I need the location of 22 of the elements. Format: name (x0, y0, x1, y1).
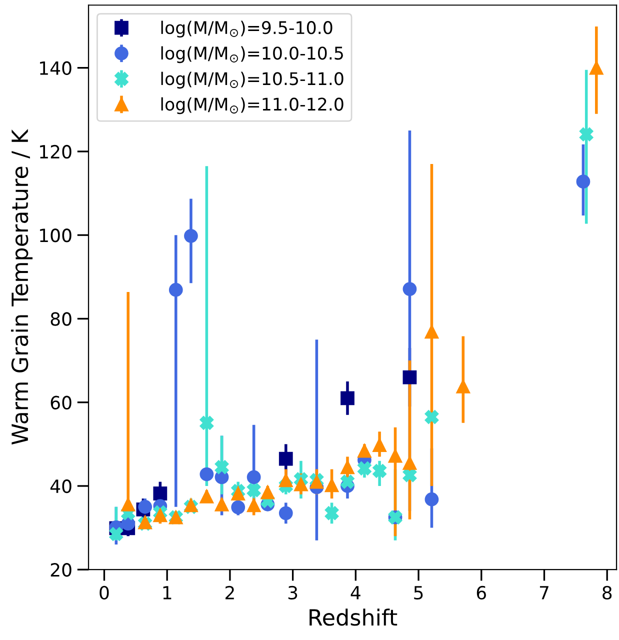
legend-label: log(M/M$_{⊙}$)=11.0-12.0 (161, 97, 344, 114)
x-tick-label: 5 (414, 586, 423, 600)
y-tick-label: 80 (50, 312, 72, 326)
y-axis-title: Warm Grain Temperature / K (11, 128, 33, 445)
y-tick-label: 120 (40, 144, 72, 159)
x-tick-label: 8 (602, 586, 612, 600)
x-tick-label: 6 (476, 586, 486, 600)
legend-label: log(M/M$_{⊙}$)=9.5-10.0 (161, 20, 332, 38)
y-tick-label: 100 (40, 228, 72, 242)
y-tick-label: 20 (50, 563, 72, 577)
y-tick-label: 140 (40, 61, 72, 75)
x-tick-label: 0 (100, 586, 109, 600)
x-tick-label: 7 (540, 586, 548, 600)
legend-label: log(M/M$_{⊙}$)=10.0-10.5 (161, 46, 343, 64)
legend-label: log(M/M$_{⊙}$)=10.5-11.0 (161, 72, 344, 89)
x-tick-label: 2 (226, 586, 234, 600)
x-tick-label: 1 (163, 586, 172, 600)
y-tick-label: 60 (50, 396, 72, 410)
x-tick-label: 3 (288, 586, 298, 600)
x-tick-label: 4 (350, 586, 360, 600)
x-axis-title: Redshift (310, 608, 398, 626)
y-tick-label: 40 (50, 479, 72, 494)
